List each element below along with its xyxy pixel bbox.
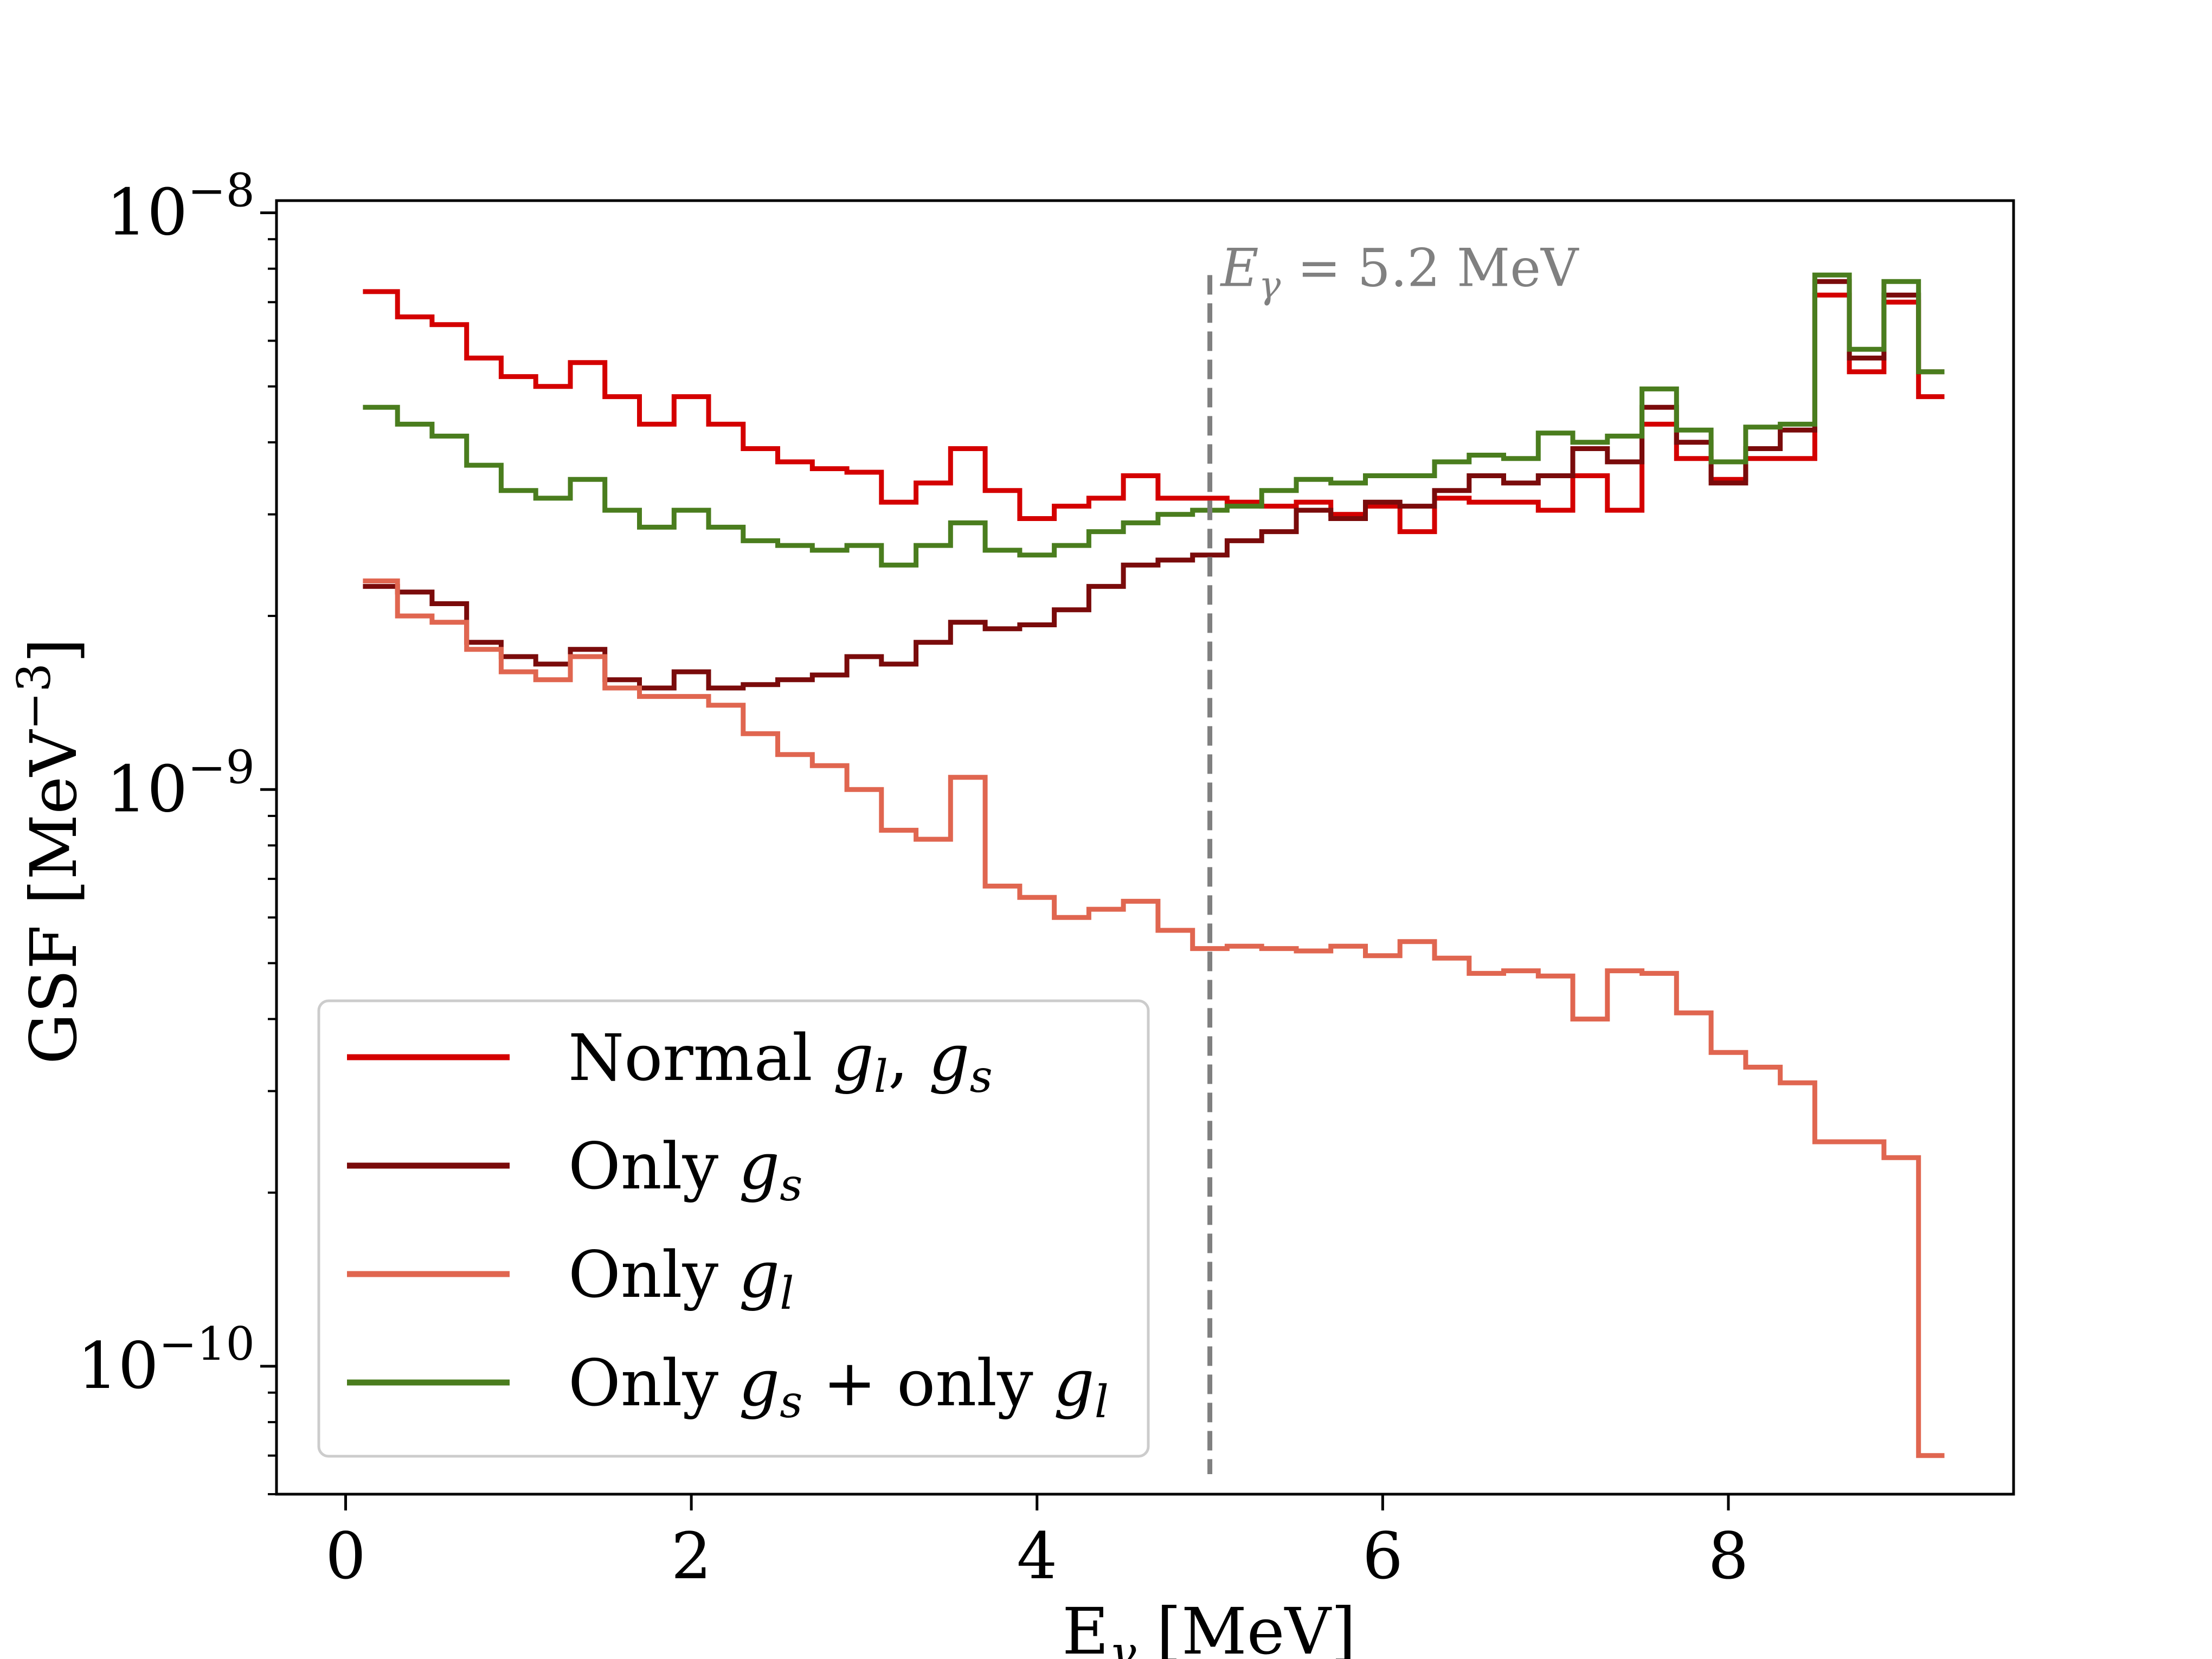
y-tick-label: 10−9 bbox=[106, 741, 255, 826]
y-axis-label: GSF [MeV−3] bbox=[8, 638, 91, 1064]
reference-line-layer: Eγ = 5.2 MeV bbox=[1207, 237, 1579, 1475]
plot-frame bbox=[275, 199, 2015, 1496]
series-only-gs bbox=[363, 279, 1945, 691]
series-only-gs-plus-gl bbox=[363, 272, 1945, 568]
y-axis: 10−10 10−9 10−8 bbox=[78, 164, 276, 1495]
series-normal bbox=[363, 289, 1945, 535]
series-only-gl bbox=[363, 578, 1945, 1458]
legend-label-only-gs: Only gs bbox=[568, 1129, 802, 1211]
y-tick-label: 10−8 bbox=[106, 164, 255, 250]
x-axis-label: Eγ [MeV] bbox=[1062, 1594, 1356, 1659]
x-tick-label: 8 bbox=[1708, 1519, 1748, 1593]
reference-line-label: Eγ = 5.2 MeV bbox=[1220, 237, 1579, 307]
legend-label-only-gs-plus-gl: Only gs + only gl bbox=[568, 1346, 1109, 1428]
legend: Normal gl, gs Only gs Only gl Only gs + … bbox=[317, 999, 1150, 1458]
series-layer bbox=[363, 272, 1945, 1458]
y-tick-label: 10−10 bbox=[78, 1317, 255, 1403]
legend-label-normal: Normal gl, gs bbox=[568, 1020, 993, 1103]
x-axis: 0 2 4 6 8 bbox=[325, 1494, 1749, 1593]
x-tick-label: 2 bbox=[671, 1519, 712, 1593]
legend-frame bbox=[317, 999, 1150, 1458]
x-tick-label: 0 bbox=[325, 1519, 366, 1593]
x-tick-label: 6 bbox=[1362, 1519, 1403, 1593]
legend-label-only-gl: Only gl bbox=[568, 1237, 794, 1320]
x-tick-label: 4 bbox=[1017, 1519, 1057, 1593]
